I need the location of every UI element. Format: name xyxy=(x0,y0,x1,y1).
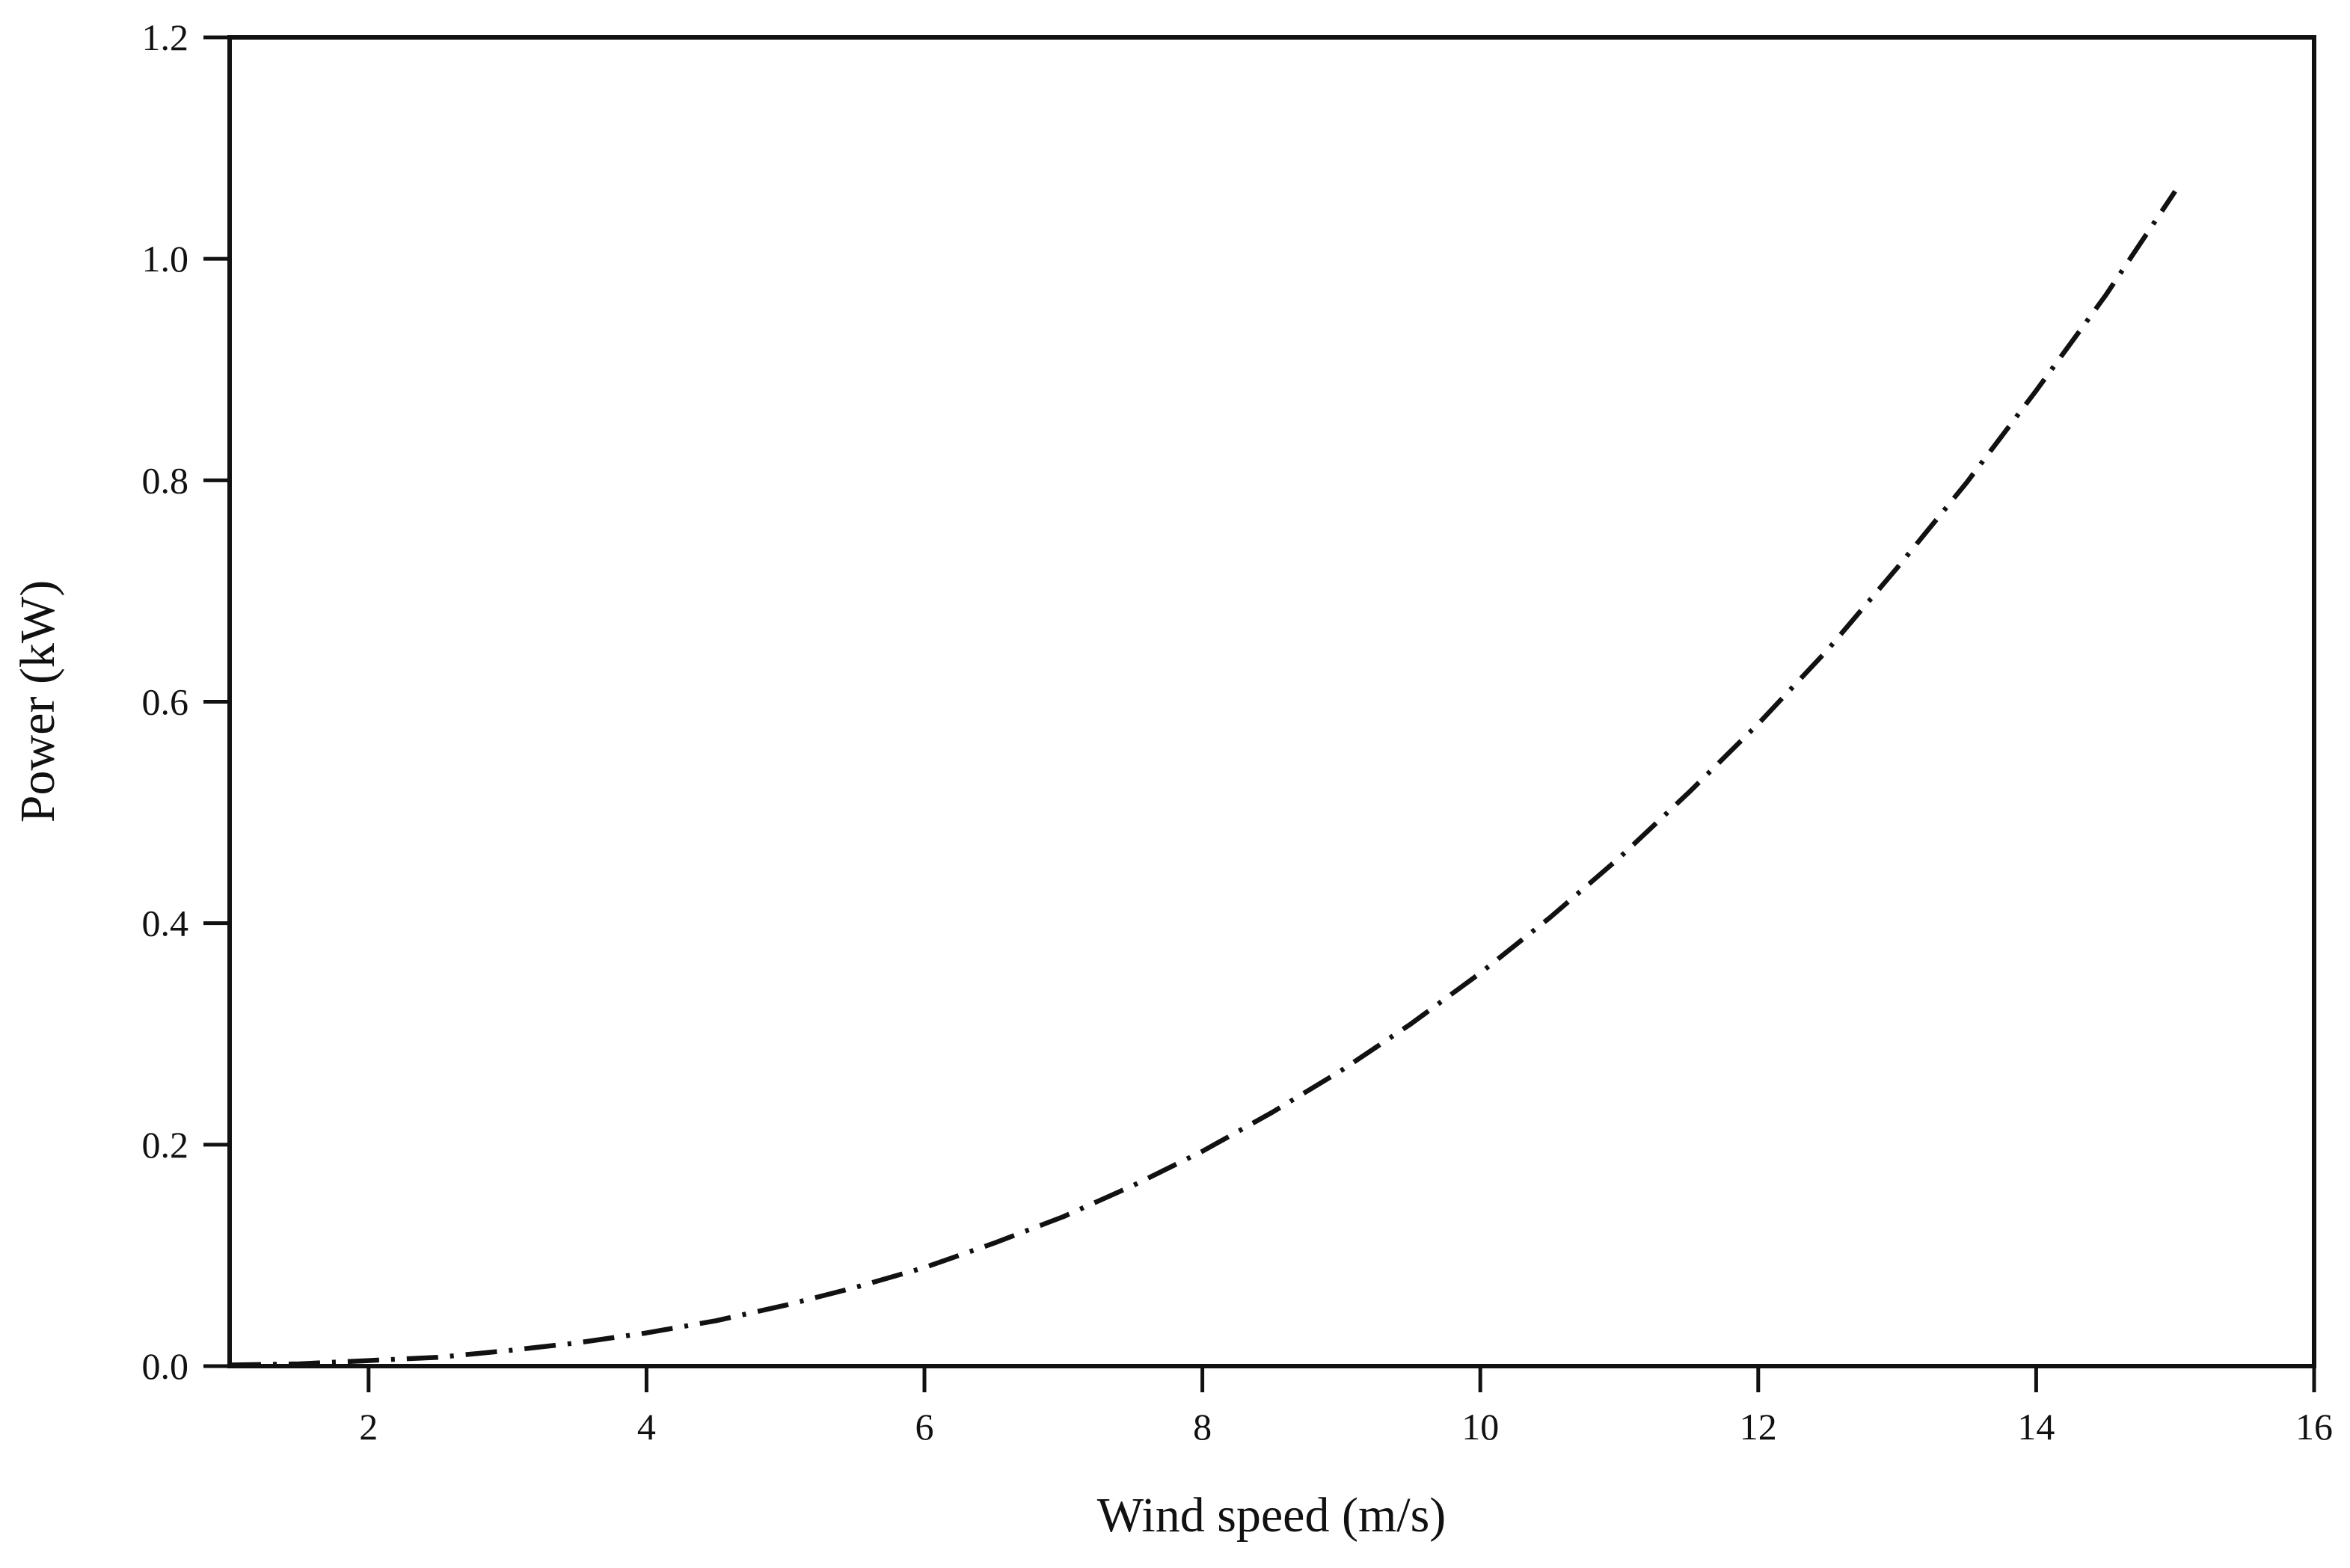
x-axis-title: Wind speed (m/s) xyxy=(1097,1488,1446,1543)
y-axis-ticks xyxy=(203,35,230,1368)
x-tick-label: 8 xyxy=(1193,1406,1212,1448)
x-tick-label: 2 xyxy=(359,1406,378,1448)
power-curve-line xyxy=(229,189,2177,1368)
x-tick-label: 6 xyxy=(915,1406,934,1448)
x-tick-label: 10 xyxy=(1461,1406,1499,1448)
y-tick-label: 1.0 xyxy=(142,238,189,280)
y-tick-label: 0.6 xyxy=(142,681,189,723)
x-tick-label: 4 xyxy=(637,1406,656,1448)
y-tick-label: 1.2 xyxy=(142,16,189,58)
x-tick-label: 12 xyxy=(1740,1406,1777,1448)
y-axis-tick-labels: 0.0 0.2 0.4 0.6 0.8 1.0 1.2 xyxy=(142,16,189,1387)
y-tick-label: 0.4 xyxy=(142,903,189,944)
x-tick-label: 16 xyxy=(2295,1406,2333,1448)
x-axis-ticks xyxy=(366,1366,2316,1392)
y-axis-title: Power (kW) xyxy=(10,580,65,823)
x-axis-tick-labels: 2 4 6 8 10 12 14 16 xyxy=(359,1406,2333,1448)
x-tick-label: 14 xyxy=(2017,1406,2055,1448)
y-tick-label: 0.0 xyxy=(142,1345,189,1387)
y-tick-label: 0.2 xyxy=(142,1124,189,1166)
y-tick-label: 0.8 xyxy=(142,459,189,501)
plot-frame xyxy=(227,35,2316,1368)
